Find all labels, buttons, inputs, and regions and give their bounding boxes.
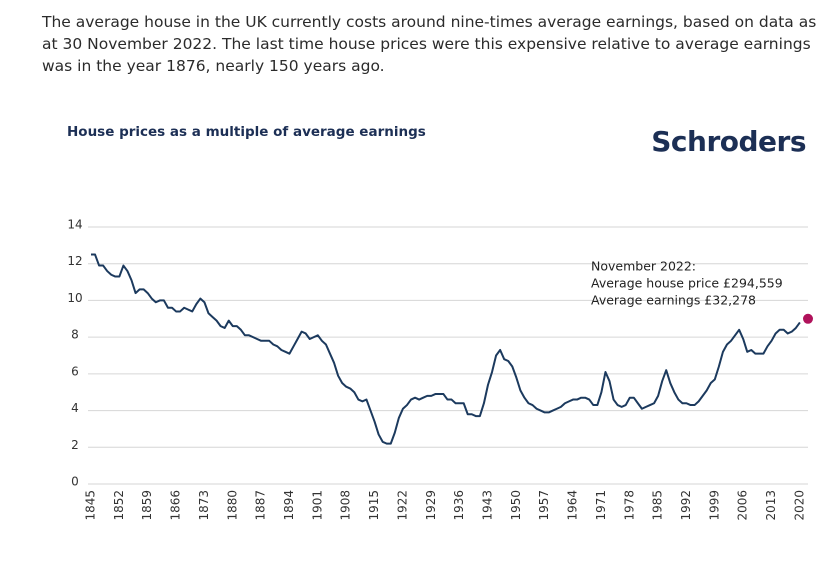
x-tick-label: 1950: [509, 490, 523, 521]
y-tick-label: 8: [71, 328, 79, 342]
x-tick-label: 1936: [452, 490, 466, 521]
y-tick-label: 0: [71, 475, 79, 489]
x-tick-label: 2013: [764, 490, 778, 521]
x-tick-label: 2006: [736, 490, 750, 521]
x-tick-label: 1859: [140, 490, 154, 521]
x-tick-label: 1894: [282, 490, 296, 521]
x-tick-label: 1908: [339, 490, 353, 521]
x-tick-label: 1992: [679, 490, 693, 521]
intro-text: The average house in the UK currently co…: [42, 13, 817, 75]
x-tick-label: 1887: [254, 490, 268, 521]
x-tick-label: 1866: [169, 490, 183, 521]
data-line: [91, 253, 801, 445]
highlight-point: [803, 313, 813, 324]
x-tick-label: 1845: [84, 490, 98, 521]
y-tick-label: 6: [71, 364, 79, 378]
x-tick-label: 1985: [651, 490, 665, 521]
y-tick-label: 10: [67, 291, 82, 305]
x-tick-label: 1999: [707, 490, 721, 521]
x-tick-label: 1873: [197, 490, 211, 521]
x-tick-label: 1943: [480, 490, 494, 521]
y-tick-label: 12: [67, 254, 82, 268]
annotation: Average house price £294,559: [591, 276, 783, 291]
x-tick-label: 1880: [225, 490, 239, 521]
x-tick-label: 1971: [594, 490, 608, 521]
x-tick-label: 1901: [310, 490, 324, 521]
annotation: Average earnings £32,278: [591, 293, 756, 308]
x-tick-label: 1978: [622, 490, 636, 521]
x-tick-label: 1915: [367, 490, 381, 521]
annotation: November 2022:: [591, 259, 696, 274]
y-tick-label: 14: [67, 218, 82, 232]
x-tick-label: 1922: [395, 490, 409, 521]
y-tick-label: 2: [71, 438, 79, 452]
x-tick-label: 1957: [537, 490, 551, 521]
x-tick-label: 1964: [566, 490, 580, 521]
brand-logo: Schroders: [651, 125, 806, 158]
x-tick-label: 1929: [424, 490, 438, 521]
x-tick-label: 1852: [112, 490, 126, 521]
y-tick-label: 4: [71, 401, 79, 415]
x-tick-label: 2020: [792, 490, 806, 521]
chart-title: House prices as a multiple of average ea…: [67, 124, 426, 140]
